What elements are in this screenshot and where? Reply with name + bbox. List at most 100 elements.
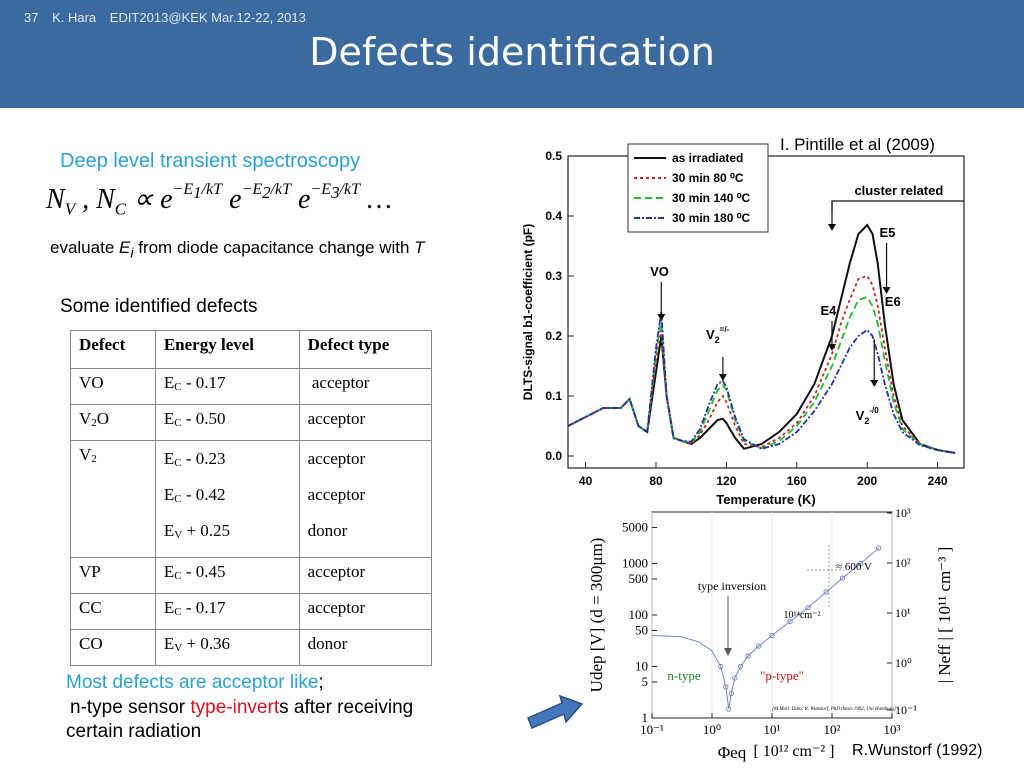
header-defect: Defect (70, 330, 156, 369)
x-tick-label: 10³ (884, 722, 901, 737)
arrow-head (828, 224, 836, 231)
table-header-row: Defect Energy level Defect type (70, 330, 433, 369)
legend-entry: 30 min 180 ⁰C (672, 211, 751, 225)
series-line-3 (567, 311, 956, 454)
p-type-label: "p-type" (760, 668, 804, 683)
arrow-head (657, 314, 666, 321)
y-tick-label: 5000 (622, 520, 648, 535)
source-note: [M.Moll: Data: R. Wunstorf, PhD thesis 1… (772, 707, 896, 712)
x-tick-label: 240 (928, 474, 948, 488)
v2-label: V2=/- (706, 325, 730, 345)
data-point (723, 684, 729, 690)
y2-tick-label: 10³ (895, 506, 911, 520)
x-tick-label: 200 (857, 474, 877, 488)
defects-table: Defect Energy level Defect type VO EC - … (70, 330, 433, 666)
table-row: CC EC - 0.17 acceptor (70, 593, 433, 630)
data-point (745, 653, 751, 659)
type-cell: donor (298, 629, 433, 666)
arrow-head (828, 344, 836, 351)
type-inversion-label: type inversion (698, 579, 766, 593)
defect-cell: V2O (70, 404, 156, 441)
x-tick-label: 10⁰ (703, 722, 721, 737)
e5-label: E5 (880, 225, 896, 240)
type-invert-note: n-type sensor type-inverts after receivi… (70, 697, 414, 718)
x-tick-label: 160 (787, 474, 807, 488)
voltage-label: ≈ 600 V (836, 561, 872, 573)
fluence-label: 10¹⁴cm⁻² (784, 610, 821, 621)
table-row: VP EC - 0.45 acceptor (70, 557, 433, 594)
y2-tick-label: 10² (895, 556, 911, 570)
inversion-arrow-head (724, 648, 732, 656)
e6-label: E6 (885, 294, 901, 309)
data-point (858, 560, 864, 567)
data-point (823, 589, 829, 595)
x-tick-label: 80 (649, 474, 663, 488)
slide-meta: 37 K. Hara EDIT2013@KEK Mar.12-22, 2013 (24, 10, 316, 25)
series-line-2 (567, 295, 956, 454)
data-point (876, 545, 882, 551)
evaluate-text: evaluate Ei from diode capacitance chang… (50, 238, 425, 262)
y-tick-label: 0.1 (545, 389, 562, 403)
x-axis-label: Temperature (K) (716, 492, 815, 507)
table-row: CO EV + 0.36 donor (70, 629, 433, 666)
some-defects-heading: Some identified defects (60, 296, 258, 317)
pointer-arrow-icon (527, 694, 584, 729)
y-tick-label: 100 (629, 607, 649, 622)
energy-cell: EC - 0.45 (154, 557, 300, 594)
x-tick-label: 10² (824, 722, 841, 737)
defect-cell: VP (70, 557, 156, 594)
y-tick-label: 0.2 (545, 329, 562, 343)
radiation-note: certain radiation (66, 721, 202, 742)
legend-entry: 30 min 80 ⁰C (672, 171, 744, 185)
dlts-formula: NV , NC ∝ e−E1/kT e−E2/kT e−E3/kT … (46, 180, 392, 219)
udep-curve (651, 547, 880, 709)
data-point (728, 690, 734, 697)
dlts-subtitle: Deep level transient spectroscopy (60, 150, 361, 172)
y-tick-label: 0.5 (545, 149, 562, 163)
type-cell: acceptor acceptor donor (298, 440, 433, 558)
data-point (756, 643, 762, 649)
e4-label: E4 (821, 303, 838, 318)
energy-cell: EC - 0.50 (154, 404, 300, 441)
n-type-label: n-type (667, 668, 700, 683)
citation-pintille: I. Pintille et al (2009) (780, 135, 935, 154)
dlts-annotations: VO V2=/- cluster related E5 E6 E4 V2-/0 (650, 183, 964, 426)
y-tick-label: 0.0 (545, 449, 562, 463)
y2-tick-label: 10⁰ (895, 656, 912, 670)
udep-y2-label: | Neff | [ 10¹¹ cm⁻³ ] (935, 547, 954, 684)
y2-tick-label: 10¹ (895, 606, 911, 620)
type-cell: acceptor (298, 368, 433, 405)
dlts-chart: 40 80 120 160 200 240 0.0 0.1 0.2 0.3 0.4 0.5 Temper… (521, 143, 965, 507)
arrow-head (882, 287, 891, 294)
y-tick-label: 500 (629, 571, 649, 586)
citation-wunstorf: R.Wunstorf (1992) (852, 742, 983, 759)
y-tick-label: 0.3 (545, 269, 562, 283)
type-cell: acceptor (298, 557, 433, 594)
data-point (732, 675, 738, 681)
y-tick-label: 1000 (622, 556, 648, 571)
acceptor-note: Most defects are acceptor like; (66, 672, 324, 693)
energy-cell: EV + 0.36 (154, 629, 300, 666)
x-tick-label: 120 (716, 474, 736, 488)
udep-y-label: Udep [V] (d = 300μm) (587, 538, 606, 693)
x-tick-label: 10¹ (764, 722, 781, 737)
defect-cell: CC (70, 593, 156, 630)
y-axis-label: DLTS-signal b1-coefficient (pF) (521, 224, 535, 400)
data-point (805, 604, 811, 611)
cluster-label: cluster related (854, 183, 943, 198)
slide-title: Defects identification (309, 30, 715, 74)
vo-label: VO (650, 264, 669, 279)
legend-entry: 30 min 140 ⁰C (672, 191, 751, 205)
x-tick-label: 40 (579, 474, 593, 488)
y-tick-label: 10 (635, 659, 648, 674)
energy-cell: EC - 0.23 EC - 0.42 EV + 0.25 (154, 440, 300, 558)
header-energy: Energy level (154, 330, 300, 369)
udep-x-unit: [ 10¹² cm⁻² ] (753, 743, 834, 760)
defect-cell: V2 (70, 440, 156, 558)
header-type: Defect type (298, 330, 433, 369)
data-point (718, 663, 724, 670)
slide-number: 37 (24, 10, 39, 25)
v2-0-label: V2-/0 (856, 406, 880, 426)
slide-header: 37 K. Hara EDIT2013@KEK Mar.12-22, 2013 … (0, 0, 1024, 108)
